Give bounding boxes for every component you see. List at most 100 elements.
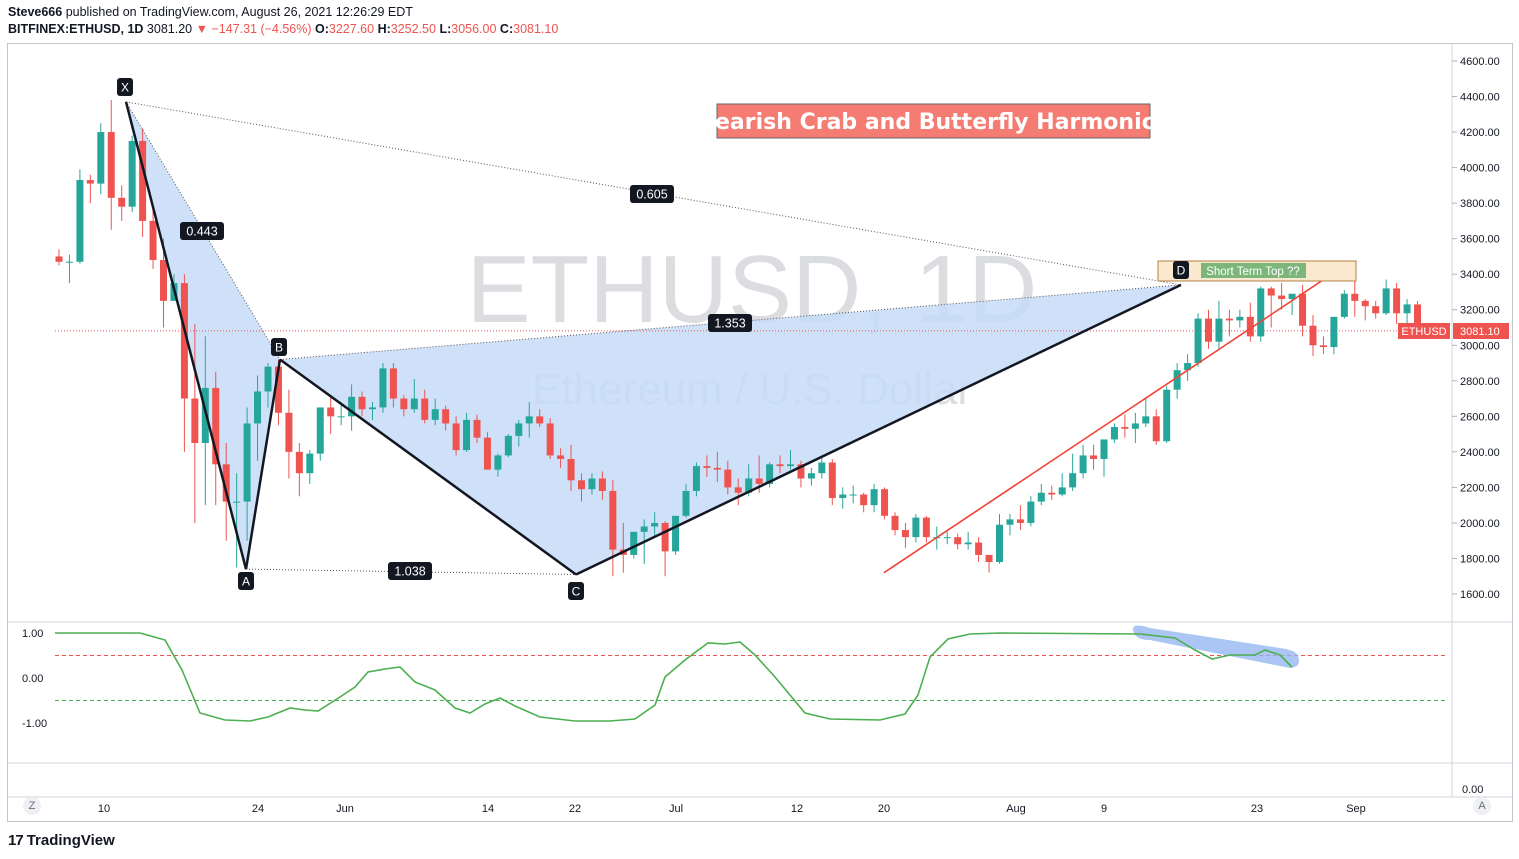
candle-up — [1027, 501, 1035, 523]
tradingview-logo-text: TradingView — [26, 832, 115, 849]
y-tick-label: 2200.00 — [1460, 482, 1500, 494]
candle-down — [1372, 306, 1380, 314]
candle-down — [901, 530, 909, 538]
candle-up — [692, 466, 700, 491]
candle-up — [849, 494, 857, 496]
ratio-label-xd: 0.605 — [636, 188, 667, 202]
x-tick-label: 23 — [1251, 803, 1263, 815]
candle-down — [1246, 316, 1254, 337]
candle-up — [369, 407, 376, 410]
candle-up — [316, 407, 324, 454]
candle-down — [1361, 300, 1369, 307]
candle-up — [1173, 370, 1181, 390]
candle-down — [1121, 427, 1129, 429]
candle-up — [640, 526, 648, 532]
candle-down — [1319, 345, 1327, 348]
candle-down — [1267, 288, 1275, 296]
publisher-name[interactable]: Steve666 — [8, 5, 63, 19]
ratio-line-bd — [279, 284, 1182, 360]
oscillator-line — [55, 632, 1293, 722]
candle-down — [755, 478, 763, 484]
ratio-label-xb-bg — [180, 222, 224, 240]
open-value: 3227.60 — [328, 22, 375, 36]
osc-tick-label: -1.00 — [22, 718, 47, 730]
point-d-label: D — [1177, 264, 1186, 278]
published-text: published on TradingView.com, August 26,… — [65, 5, 413, 19]
candle-up — [494, 455, 502, 470]
candle-down — [1299, 293, 1307, 326]
close-label: C: — [499, 22, 514, 36]
point-b-label: B — [275, 341, 283, 355]
y-tick-label: 2800.00 — [1460, 376, 1500, 388]
candle-up — [410, 398, 418, 410]
candle-down — [149, 220, 157, 260]
candle-down — [828, 462, 836, 499]
candle-up — [818, 462, 826, 474]
tradingview-logo[interactable]: 17 TradingView — [8, 832, 115, 849]
candle-up — [1403, 304, 1411, 314]
price-value-tag — [1453, 323, 1509, 339]
candle-up — [870, 489, 878, 506]
candle-down — [1278, 295, 1286, 300]
high-label: H: — [377, 22, 391, 36]
candle-down — [536, 416, 544, 424]
high-value: 3252.50 — [390, 22, 436, 36]
x-tick-label: 12 — [791, 803, 803, 815]
ratio-label-xb: 0.443 — [186, 225, 217, 239]
candle-up — [504, 435, 512, 456]
y-tick-label: 3000.00 — [1460, 340, 1500, 352]
candle-up — [337, 416, 345, 418]
candle-down — [546, 423, 554, 456]
y-tick-label: 2000.00 — [1460, 518, 1500, 530]
candle-down — [954, 537, 962, 545]
candle-up — [65, 261, 73, 263]
x-tick-label: 14 — [482, 803, 494, 815]
low-value: 3056.00 — [451, 22, 497, 36]
open-label: O: — [315, 22, 329, 36]
candle-down — [860, 494, 868, 506]
candle-down — [1309, 325, 1317, 346]
candle-up — [463, 419, 471, 451]
candle-down — [724, 469, 732, 488]
candle-up — [807, 473, 815, 479]
candle-up — [379, 368, 387, 408]
pattern-bcd-fill — [280, 284, 1181, 575]
auto-scale-button[interactable]: A — [1473, 797, 1491, 815]
candle-up — [1330, 316, 1338, 348]
y-tick-label: 3400.00 — [1460, 269, 1500, 281]
point-b-label-bg — [271, 338, 287, 356]
candle-up — [128, 140, 136, 207]
candle-up — [1184, 363, 1192, 371]
candle-down — [160, 259, 167, 301]
auto-scale-left-button[interactable]: Z — [23, 797, 41, 815]
candle-down — [1152, 416, 1160, 442]
candle-down — [442, 409, 450, 424]
candle-up — [1194, 318, 1202, 364]
candle-up — [1257, 288, 1265, 337]
candle-down — [1090, 455, 1098, 459]
candle-down — [107, 132, 115, 198]
point-a-label: A — [242, 575, 250, 589]
change-value: ▼ −147.31 (−4.56%) — [195, 22, 312, 36]
banner-box — [716, 103, 1151, 139]
candle-up — [839, 494, 847, 499]
x-tick-label: Sep — [1346, 803, 1366, 815]
candle-down — [985, 554, 993, 563]
chart-frame — [7, 43, 1513, 822]
candle-down — [421, 398, 429, 420]
candle-down — [1016, 519, 1024, 523]
pattern-xab-fill — [126, 101, 280, 570]
ratio-label-bd-bg — [708, 314, 752, 332]
candle-up — [1058, 487, 1066, 495]
candle-down — [598, 478, 606, 491]
candle-down — [1393, 288, 1401, 314]
y-tick-label: 3200.00 — [1460, 305, 1500, 317]
candle-down — [139, 140, 147, 221]
y-tick-label: 4400.00 — [1460, 92, 1500, 104]
candle-up — [1163, 389, 1171, 442]
candle-down — [86, 180, 94, 184]
candle-up — [525, 416, 533, 424]
support-trendline — [883, 264, 1346, 574]
candle-up — [1006, 519, 1014, 525]
